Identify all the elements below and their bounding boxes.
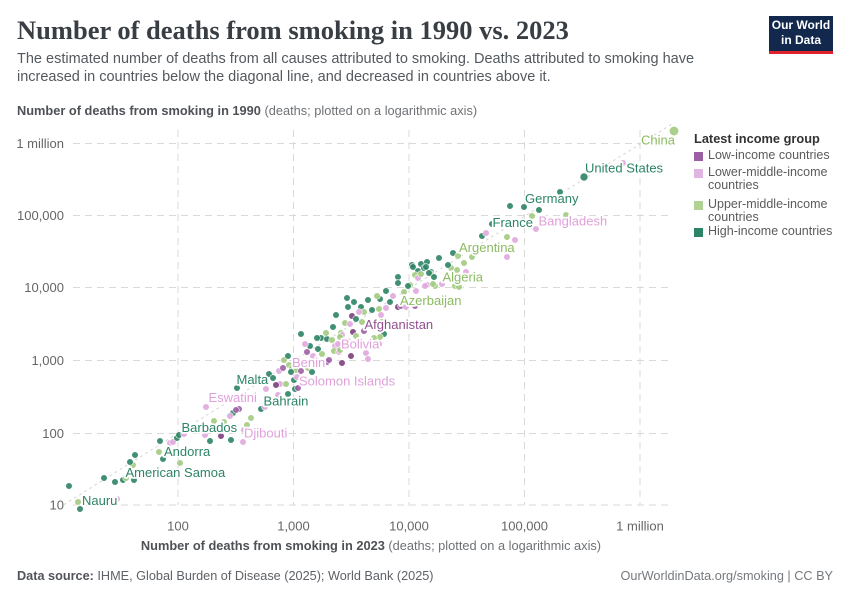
svg-text:10: 10 [50,498,64,513]
svg-text:100: 100 [42,426,64,441]
svg-text:Bolivia: Bolivia [341,337,380,352]
svg-text:1 million: 1 million [616,519,664,534]
svg-text:Djibouti: Djibouti [244,426,287,441]
svg-text:1,000: 1,000 [31,353,64,368]
svg-text:Barbados: Barbados [182,420,238,435]
svg-text:Number of deaths from smoking: Number of deaths from smoking in 2023 (d… [141,538,601,553]
svg-text:1,000: 1,000 [277,519,310,534]
svg-text:Argentina: Argentina [459,240,515,255]
svg-text:Solomon Islands: Solomon Islands [299,374,396,389]
svg-text:Afghanistan: Afghanistan [365,317,434,332]
svg-text:China: China [641,133,676,148]
svg-text:100,000: 100,000 [17,208,64,223]
svg-text:United States: United States [585,161,664,176]
svg-text:Malta: Malta [237,372,270,387]
svg-text:Germany: Germany [525,191,579,206]
svg-text:Nauru: Nauru [82,493,117,508]
svg-text:Benin: Benin [292,355,325,370]
svg-text:10,000: 10,000 [24,280,64,295]
svg-text:1 million: 1 million [16,136,64,151]
svg-text:100: 100 [167,519,189,534]
svg-text:Andorra: Andorra [164,444,211,459]
svg-text:Eswatini: Eswatini [209,390,258,405]
svg-text:Bangladesh: Bangladesh [539,214,608,229]
svg-text:France: France [493,215,533,230]
svg-text:American Samoa: American Samoa [126,465,226,480]
svg-text:Azerbaijan: Azerbaijan [400,293,461,308]
svg-text:Bahrain: Bahrain [264,394,309,409]
svg-text:Algeria: Algeria [443,270,484,285]
svg-text:100,000: 100,000 [501,519,548,534]
svg-text:10,000: 10,000 [389,519,429,534]
